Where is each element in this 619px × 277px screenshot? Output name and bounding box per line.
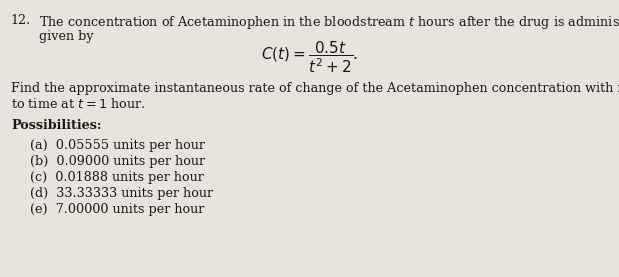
Text: (a)  0.05555 units per hour: (a) 0.05555 units per hour <box>30 139 205 152</box>
Text: given by: given by <box>39 30 93 43</box>
Text: $C(t) = \dfrac{0.5t}{t^2+2}.$: $C(t) = \dfrac{0.5t}{t^2+2}.$ <box>261 40 358 75</box>
Text: (b)  0.09000 units per hour: (b) 0.09000 units per hour <box>30 155 205 168</box>
Text: Possibilities:: Possibilities: <box>11 119 102 132</box>
Text: The concentration of Acetaminophen in the bloodstream $t$ hours after the drug i: The concentration of Acetaminophen in th… <box>39 14 619 31</box>
Text: to time at $t = 1$ hour.: to time at $t = 1$ hour. <box>11 97 145 111</box>
Text: 12.: 12. <box>11 14 31 27</box>
Text: (c)  0.01888 units per hour: (c) 0.01888 units per hour <box>30 171 204 184</box>
Text: Find the approximate instantaneous rate of change of the Acetaminophen concentra: Find the approximate instantaneous rate … <box>11 82 619 95</box>
Text: (e)  7.00000 units per hour: (e) 7.00000 units per hour <box>30 203 204 216</box>
Text: (d)  33.33333 units per hour: (d) 33.33333 units per hour <box>30 187 213 200</box>
